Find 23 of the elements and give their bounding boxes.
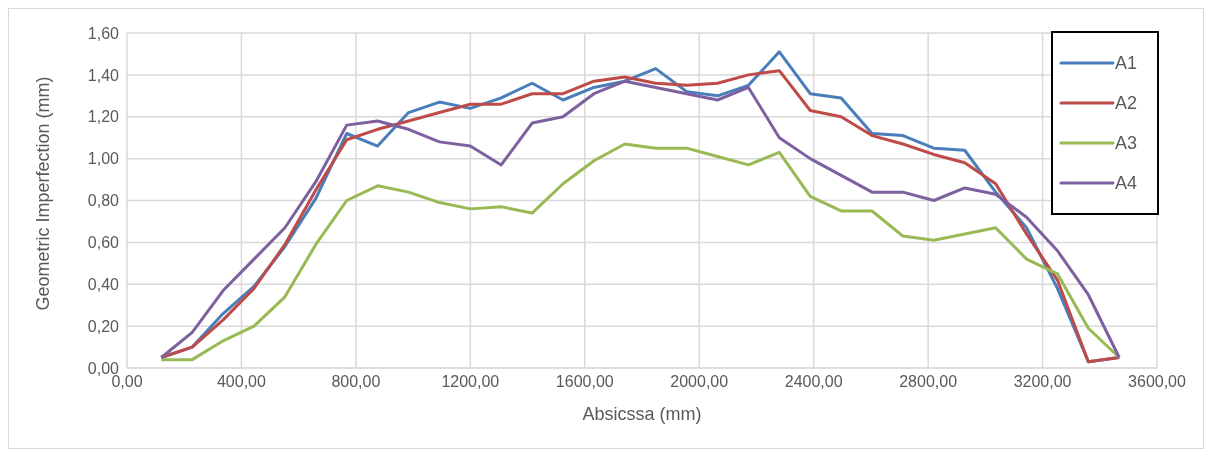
x-tick-label: 1600,00 [555,373,614,391]
x-tick-label: 2400,00 [784,373,843,391]
x-tick-label: 800,00 [331,373,381,391]
y-tick-label: 1,00 [87,150,120,168]
y-tick-label: 0,60 [87,234,120,252]
legend-label: A2 [1115,92,1138,114]
legend-label: A1 [1115,52,1138,74]
y-tick-label: 0,20 [87,317,120,335]
legend-label: A4 [1115,172,1138,194]
x-tick-label: 400,00 [216,373,267,391]
x-tick-label: 2000,00 [670,373,729,391]
x-tick-label: 3200,00 [1013,373,1072,391]
y-axis-title: Geometric Imperfection (mm) [33,76,54,311]
y-tick-label: 0,40 [87,275,120,293]
y-tick-label: 1,40 [87,66,120,84]
x-tick-label: 3600,00 [1128,373,1187,391]
legend-label: A3 [1115,132,1138,154]
x-tick-label: 1200,00 [441,373,500,391]
y-tick-label: 1,60 [87,24,120,42]
x-axis-title: Absicssa (mm) [582,404,702,424]
y-tick-label: 1,20 [87,108,120,126]
y-tick-label: 0,80 [87,192,120,210]
x-tick-label: 2800,00 [899,373,958,391]
